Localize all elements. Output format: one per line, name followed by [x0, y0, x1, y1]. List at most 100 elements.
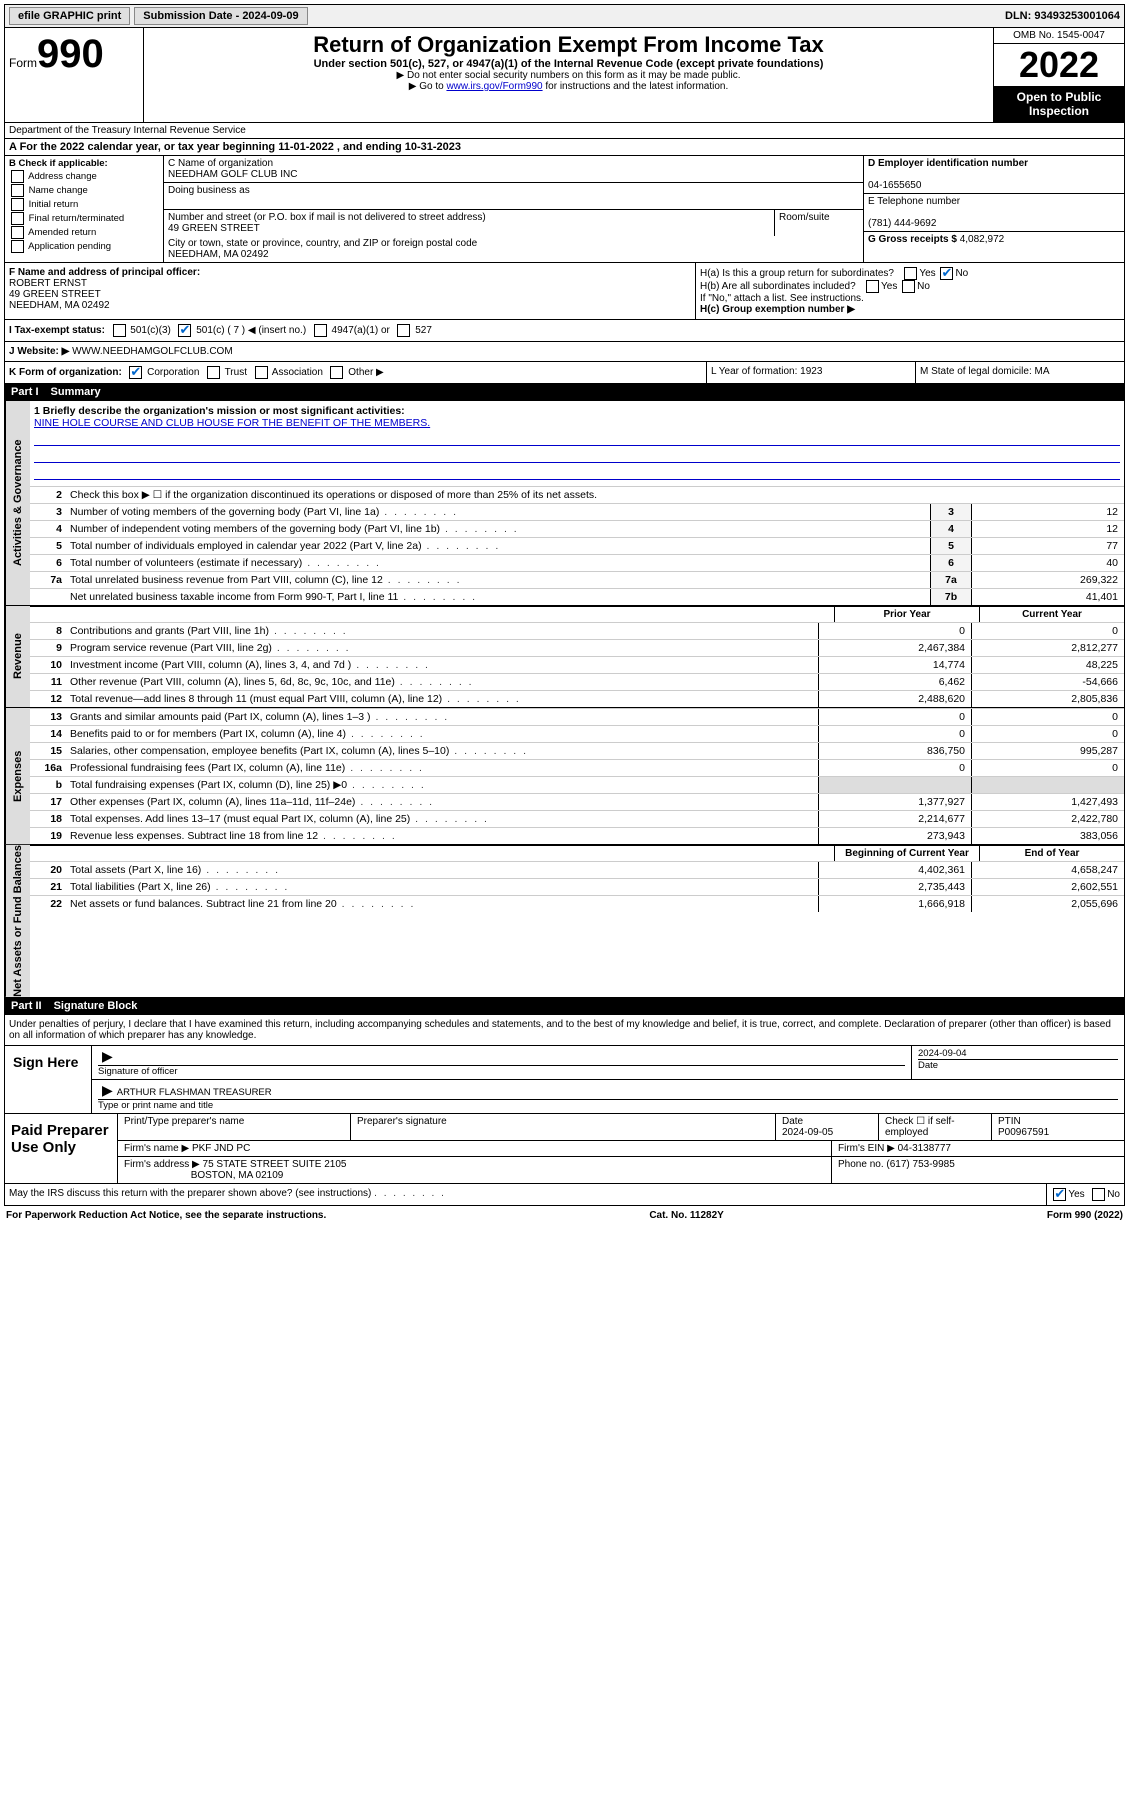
prep-date-cell: Date2024-09-05	[776, 1114, 879, 1140]
footer-left: For Paperwork Reduction Act Notice, see …	[6, 1210, 326, 1221]
form-title: Return of Organization Exempt From Incom…	[148, 32, 989, 58]
discuss-row: May the IRS discuss this return with the…	[4, 1184, 1125, 1206]
part2-title: Signature Block	[54, 1000, 138, 1012]
year-formation: L Year of formation: 1923	[706, 362, 915, 383]
omb-number: OMB No. 1545-0047	[994, 28, 1124, 44]
mission-label: 1 Briefly describe the organization's mi…	[34, 405, 405, 417]
form-word: Form	[9, 56, 37, 70]
part1-header: Part I Summary	[4, 384, 1125, 401]
ha-row: H(a) Is this a group return for subordin…	[700, 267, 1120, 280]
header-right: OMB No. 1545-0047 2022 Open to Public In…	[993, 28, 1124, 122]
ssn-note: ▶ Do not enter social security numbers o…	[148, 70, 989, 81]
side-governance: Activities & Governance	[5, 401, 30, 605]
org-name-cell: C Name of organization NEEDHAM GOLF CLUB…	[164, 156, 863, 183]
page-footer: For Paperwork Reduction Act Notice, see …	[4, 1206, 1125, 1225]
row-k-org: K Form of organization: Corporation Trus…	[4, 362, 1125, 384]
sig-name: ARTHUR FLASHMAN TREASURER	[117, 1087, 272, 1098]
hc-row: H(c) Group exemption number ▶	[700, 304, 1120, 315]
header-center: Return of Organization Exempt From Incom…	[144, 28, 993, 122]
dept-treasury: Department of the Treasury Internal Reve…	[4, 123, 1125, 139]
firm-addr-cell: Firm's address ▶ 75 STATE STREET SUITE 2…	[118, 1157, 832, 1183]
irs-link[interactable]: www.irs.gov/Form990	[446, 81, 542, 92]
line-9: 9Program service revenue (Part VIII, lin…	[30, 639, 1124, 656]
tax-status: I Tax-exempt status: 501(c)(3) 501(c) ( …	[5, 320, 1124, 341]
top-bar: efile GRAPHIC print Submission Date - 20…	[4, 4, 1125, 28]
phone-value: (781) 444-9692	[868, 218, 936, 229]
officer-name: ROBERT ERNST	[9, 278, 87, 289]
side-expenses: Expenses	[5, 708, 30, 844]
rev-col-headers: Prior Year Current Year	[30, 606, 1124, 622]
part2-header: Part II Signature Block	[4, 998, 1125, 1015]
ein-cell: D Employer identification number 04-1655…	[864, 156, 1124, 194]
row-a-tax-year: A For the 2022 calendar year, or tax yea…	[4, 139, 1125, 156]
mission-text: NINE HOLE COURSE AND CLUB HOUSE FOR THE …	[34, 417, 430, 429]
line-20: 20Total assets (Part X, line 16)4,402,36…	[30, 861, 1124, 878]
line-13: 13Grants and similar amounts paid (Part …	[30, 708, 1124, 725]
sign-block: Sign Here ▶ Signature of officer 2024-09…	[4, 1046, 1125, 1114]
dln-label: DLN: 93493253001064	[1005, 10, 1120, 22]
firm-phone-cell: Phone no. (617) 753-9985	[832, 1157, 1124, 1183]
prep-selfemp: Check ☐ if self-employed	[879, 1114, 992, 1140]
gross-value: 4,082,972	[960, 234, 1005, 245]
line-b: bTotal fundraising expenses (Part IX, co…	[30, 776, 1124, 793]
room-suite: Room/suite	[775, 210, 863, 236]
phone-cell: E Telephone number (781) 444-9692	[864, 194, 1124, 232]
submission-date-button[interactable]: Submission Date - 2024-09-09	[134, 7, 307, 25]
chk-final[interactable]: Final return/terminated	[9, 212, 159, 225]
open-public-badge: Open to Public Inspection	[994, 86, 1124, 122]
chk-amended[interactable]: Amended return	[9, 226, 159, 239]
footer-form: Form 990 (2022)	[1047, 1210, 1123, 1221]
chk-pending[interactable]: Application pending	[9, 240, 159, 253]
tax-year: 2022	[994, 44, 1124, 86]
officer-label: F Name and address of principal officer:	[9, 267, 200, 278]
line-8: 8Contributions and grants (Part VIII, li…	[30, 622, 1124, 639]
end-year-header: End of Year	[979, 846, 1124, 861]
sig-name-label: Type or print name and title	[98, 1099, 1118, 1111]
side-netassets: Net Assets or Fund Balances	[5, 845, 30, 997]
col-b-checkboxes: B Check if applicable: Address change Na…	[5, 156, 164, 262]
prior-year-header: Prior Year	[834, 607, 979, 622]
sig-date-cell: 2024-09-04 Date	[912, 1046, 1124, 1079]
addr-value: 49 GREEN STREET	[168, 223, 260, 234]
form-subtitle: Under section 501(c), 527, or 4947(a)(1)…	[148, 58, 989, 70]
city-value: NEEDHAM, MA 02492	[168, 249, 269, 260]
gross-cell: G Gross receipts $ 4,082,972	[864, 232, 1124, 247]
part2-label: Part II	[11, 1000, 42, 1012]
efile-button[interactable]: efile GRAPHIC print	[9, 7, 130, 25]
form-header: Form990 Return of Organization Exempt Fr…	[4, 28, 1125, 123]
prep-sig-header: Preparer's signature	[351, 1114, 776, 1140]
line-7a: 7aTotal unrelated business revenue from …	[30, 571, 1124, 588]
gross-label: G Gross receipts $	[868, 234, 957, 245]
row-j-website: J Website: ▶ WWW.NEEDHAMGOLFCLUB.COM	[4, 342, 1125, 362]
sig-officer-label: Signature of officer	[98, 1065, 905, 1077]
beg-year-header: Beginning of Current Year	[834, 846, 979, 861]
chk-name[interactable]: Name change	[9, 184, 159, 197]
part1-title: Summary	[51, 386, 101, 398]
officer-addr2: NEEDHAM, MA 02492	[9, 300, 110, 311]
line-18: 18Total expenses. Add lines 13–17 (must …	[30, 810, 1124, 827]
line-10: 10Investment income (Part VIII, column (…	[30, 656, 1124, 673]
line-12: 12Total revenue—add lines 8 through 11 (…	[30, 690, 1124, 707]
col-c-org: C Name of organization NEEDHAM GOLF CLUB…	[164, 156, 864, 262]
footer-cat: Cat. No. 11282Y	[649, 1210, 723, 1221]
chk-initial[interactable]: Initial return	[9, 198, 159, 211]
goto-pre: ▶ Go to	[409, 81, 447, 92]
line-7b: Net unrelated business taxable income fr…	[30, 588, 1124, 605]
line-5: 5Total number of individuals employed in…	[30, 537, 1124, 554]
phone-label: E Telephone number	[868, 196, 960, 207]
hb-row: H(b) Are all subordinates included? Yes …	[700, 280, 1120, 293]
form-of-org: K Form of organization: Corporation Trus…	[5, 362, 706, 383]
chk-address[interactable]: Address change	[9, 170, 159, 183]
perjury-text: Under penalties of perjury, I declare th…	[4, 1015, 1125, 1046]
prep-name-header: Print/Type preparer's name	[118, 1114, 351, 1140]
line-19: 19Revenue less expenses. Subtract line 1…	[30, 827, 1124, 844]
col-h-group: H(a) Is this a group return for subordin…	[696, 263, 1124, 319]
line-21: 21Total liabilities (Part X, line 26)2,7…	[30, 878, 1124, 895]
ein-label: D Employer identification number	[868, 158, 1028, 169]
part1-netassets: Net Assets or Fund Balances Beginning of…	[4, 845, 1125, 998]
prep-ptin-cell: PTINP00967591	[992, 1114, 1124, 1140]
dba-cell: Doing business as	[164, 183, 863, 210]
mission-box: 1 Briefly describe the organization's mi…	[30, 401, 1124, 486]
net-col-headers: Beginning of Current Year End of Year	[30, 845, 1124, 861]
line-4: 4Number of independent voting members of…	[30, 520, 1124, 537]
